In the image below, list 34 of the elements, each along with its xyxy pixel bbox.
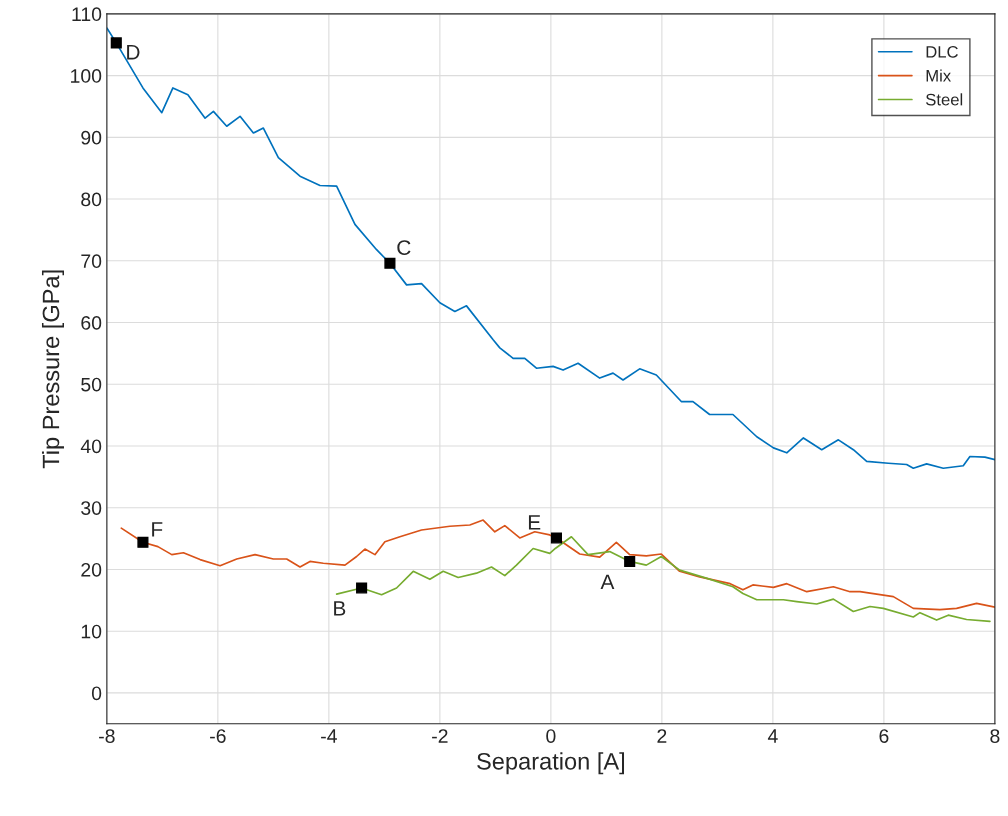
x-tick-label: 4: [767, 729, 778, 743]
x-tick-label: 6: [879, 729, 889, 743]
legend-label: Mix: [926, 69, 951, 82]
x-tick-label: -4: [321, 729, 337, 743]
y-tick-label: 80: [81, 192, 102, 207]
annotation: A: [600, 574, 615, 590]
annotation: F: [152, 522, 163, 537]
y-tick-label: 60: [81, 316, 102, 330]
annotation: E: [528, 515, 541, 530]
x-axis-title: Separation [A]: [477, 752, 625, 775]
x-tick-label: -2: [432, 729, 448, 743]
y-tick-label: 10: [81, 624, 102, 639]
annotation: C: [397, 240, 411, 255]
y-tick-label: 110: [72, 7, 102, 22]
x-tick-label: 2: [657, 729, 667, 743]
y-tick-label: 40: [80, 439, 102, 454]
x-tick-label: -8: [99, 729, 115, 743]
line-series: [106, 27, 995, 470]
line-series: [335, 535, 991, 623]
annotation: B: [334, 601, 346, 616]
y-tick-label: 50: [81, 377, 102, 392]
x-tick-label: 8: [990, 729, 1000, 743]
y-tick-label: 30: [81, 501, 102, 515]
y-tick-label: 70: [81, 254, 102, 269]
x-tick-label: -6: [210, 729, 226, 743]
annotation: D: [127, 45, 140, 60]
y-tick-label: 20: [81, 562, 102, 577]
y-tick-label: 0: [91, 686, 102, 701]
y-axis-title: Tip Pressure [GPa]: [41, 270, 64, 469]
legend-label: Steel: [926, 93, 963, 106]
legend-label: DLC: [926, 45, 958, 58]
x-tick-label: 0: [546, 729, 556, 743]
y-tick-label: 90: [81, 130, 102, 145]
y-tick-label: 100: [71, 69, 102, 83]
